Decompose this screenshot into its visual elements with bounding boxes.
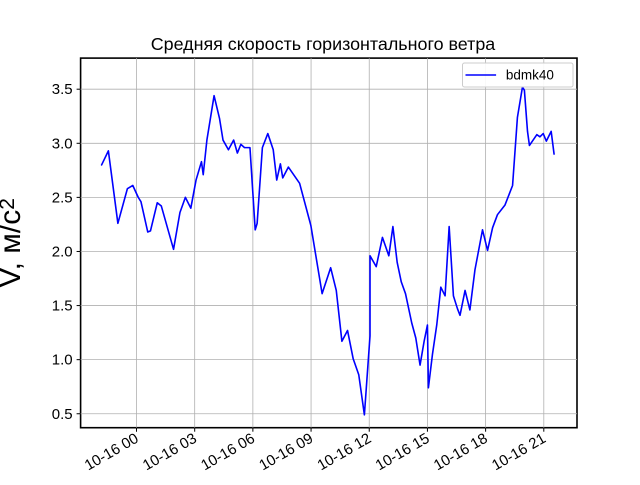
svg-text:2.5: 2.5	[52, 189, 73, 206]
svg-text:1.0: 1.0	[52, 352, 73, 369]
svg-text:V, м/c2: V, м/c2	[0, 198, 27, 288]
svg-text:1.5: 1.5	[52, 298, 73, 315]
svg-text:3.5: 3.5	[52, 81, 73, 98]
svg-text:bdmk40: bdmk40	[506, 67, 554, 82]
svg-text:Средняя скорость горизонтально: Средняя скорость горизонтального ветра	[151, 34, 496, 54]
svg-text:3.0: 3.0	[52, 135, 73, 152]
svg-text:2.0: 2.0	[52, 244, 73, 261]
svg-text:0.5: 0.5	[52, 406, 73, 423]
